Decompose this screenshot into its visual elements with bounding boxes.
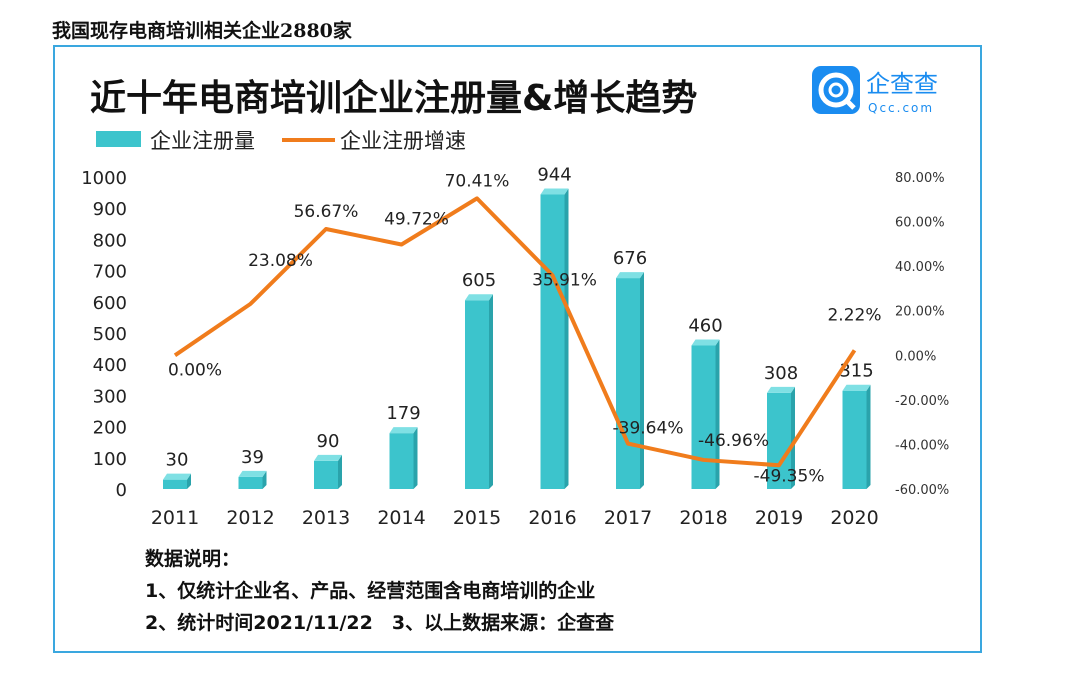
- bar-label: 460: [688, 315, 722, 336]
- x-axis-tick: 2018: [679, 507, 727, 529]
- line-label: 0.00%: [168, 360, 222, 380]
- bar-top: [842, 384, 871, 391]
- bar-side: [564, 188, 569, 490]
- left-axis-tick: 900: [93, 199, 127, 220]
- x-axis-tick: 2011: [151, 507, 199, 529]
- bar: [238, 476, 263, 489]
- left-axis-tick: 800: [93, 230, 127, 251]
- bar: [540, 194, 565, 490]
- notes-line-1: 1、仅统计企业名、产品、经营范围含电商培训的企业: [145, 580, 596, 602]
- bar-top: [465, 294, 493, 301]
- legend: 企业注册量 企业注册增速: [96, 129, 466, 153]
- x-axis-tick: 2013: [302, 507, 350, 529]
- bar-side: [338, 454, 342, 489]
- right-axis-tick: 20.00%: [895, 305, 945, 320]
- bar-label: 39: [241, 447, 264, 468]
- notes-title: 数据说明：: [145, 548, 241, 570]
- bar-side: [489, 294, 493, 489]
- line-label: 23.08%: [248, 251, 313, 271]
- bar-side: [262, 470, 267, 489]
- logo-sub: Qcc.com: [868, 101, 934, 115]
- left-axis-tick: 0: [116, 480, 127, 501]
- bar-top: [314, 454, 342, 461]
- left-axis-tick: 100: [93, 449, 127, 470]
- x-axis-tick: 2020: [830, 507, 878, 529]
- x-axis-tick: 2017: [604, 507, 652, 529]
- left-axis-tick: 1000: [81, 168, 127, 189]
- line-label: 70.41%: [445, 171, 510, 191]
- chart-title: 近十年电商培训企业注册量&增长趋势: [90, 77, 697, 119]
- x-axis-tick: 2019: [755, 507, 803, 529]
- data-notes: 数据说明： 1、仅统计企业名、产品、经营范围含电商培训的企业 2、统计时间202…: [145, 543, 614, 639]
- legend-line-label: 企业注册增速: [340, 129, 466, 153]
- logo-name: 企查查: [866, 70, 938, 98]
- bar-side: [715, 339, 720, 489]
- bar-side: [866, 384, 871, 489]
- bar-top: [238, 470, 267, 477]
- bar-label: 944: [537, 164, 571, 185]
- bar-top: [163, 473, 191, 480]
- line-label: -49.35%: [754, 466, 825, 486]
- right-axis-tick: -60.00%: [895, 483, 949, 498]
- left-axis-tick: 300: [93, 386, 127, 407]
- x-axis-tick: 2016: [528, 507, 576, 529]
- left-axis-tick: 500: [93, 324, 127, 345]
- left-axis-tick: 600: [93, 293, 127, 314]
- bar-side: [413, 427, 418, 489]
- right-axis-tick: 80.00%: [895, 171, 945, 186]
- bar-top: [767, 386, 795, 393]
- line-label: 35.91%: [532, 270, 597, 290]
- bar-label: 605: [462, 270, 496, 291]
- legend-bar-swatch: [96, 131, 141, 147]
- right-axis-tick: 40.00%: [895, 260, 945, 275]
- line-label: 2.22%: [827, 305, 881, 325]
- bar: [842, 390, 867, 489]
- line-label: 56.67%: [294, 202, 359, 222]
- bar-label: 315: [839, 361, 873, 382]
- bar-top: [691, 339, 720, 346]
- chart-frame: [53, 45, 982, 653]
- bar: [616, 278, 640, 489]
- line-label: -46.96%: [698, 431, 769, 451]
- bar-top: [540, 188, 569, 195]
- bar-side: [640, 272, 644, 489]
- bar-top: [616, 272, 644, 279]
- line-label: -39.64%: [613, 419, 684, 439]
- bar-label: 30: [166, 450, 189, 471]
- x-axis-tick: 2014: [377, 507, 425, 529]
- line-label: 49.72%: [384, 209, 449, 229]
- bar-side: [791, 386, 795, 489]
- right-axis-tick: 60.00%: [895, 216, 945, 231]
- bar: [389, 433, 414, 489]
- bar-top: [389, 427, 418, 434]
- x-axis-tick: 2015: [453, 507, 501, 529]
- bar: [314, 460, 338, 489]
- right-axis-tick: -40.00%: [895, 438, 949, 453]
- bar: [767, 392, 791, 489]
- right-axis-tick: 0.00%: [895, 349, 936, 364]
- bar-label: 676: [613, 248, 647, 269]
- x-axis-tick: 2012: [226, 507, 274, 529]
- left-axis-tick: 700: [93, 262, 127, 283]
- bar: [465, 300, 489, 489]
- headline: 我国现存电商培训相关企业2880家: [52, 20, 352, 42]
- bar-label: 308: [764, 363, 798, 384]
- right-axis-tick: -20.00%: [895, 394, 949, 409]
- bar-label: 90: [317, 431, 340, 452]
- bar: [163, 479, 187, 489]
- bar: [691, 345, 716, 489]
- growth-line: [173, 196, 857, 468]
- left-axis-tick: 400: [93, 355, 127, 376]
- legend-bar-label: 企业注册量: [150, 129, 255, 153]
- left-axis-tick: 200: [93, 418, 127, 439]
- notes-line-2: 2、统计时间2021/11/22 3、以上数据来源：企查查: [145, 612, 615, 634]
- bar-label: 179: [386, 403, 420, 424]
- bar-side: [187, 473, 191, 489]
- qcc-logo-icon: 企查查 Qcc.com: [812, 66, 938, 115]
